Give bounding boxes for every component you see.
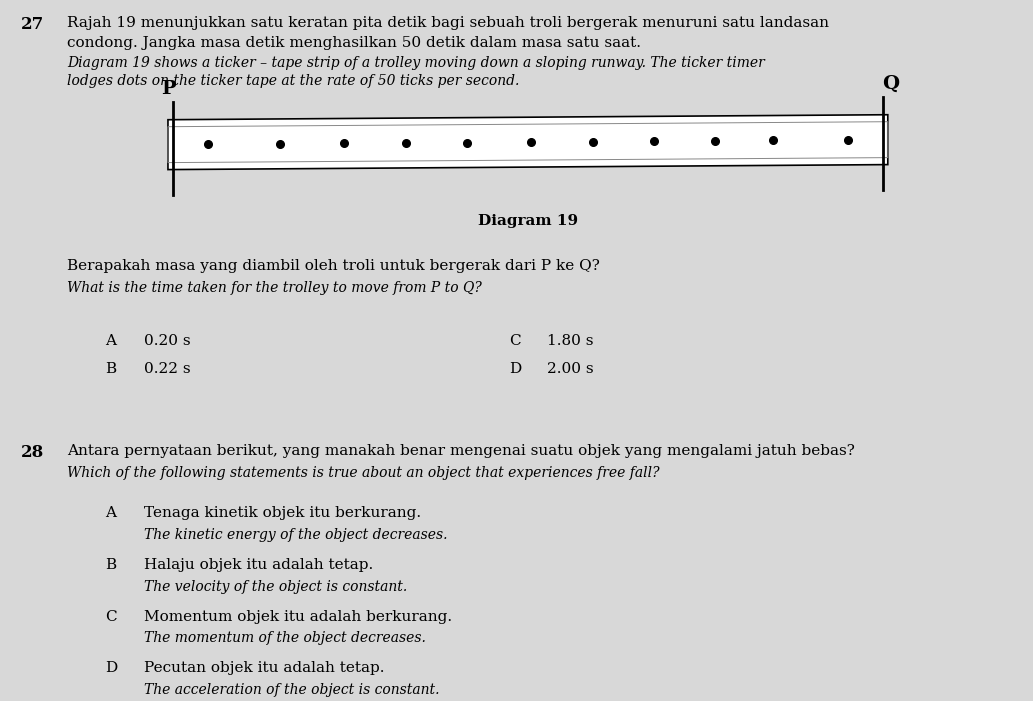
Text: Q: Q: [882, 75, 900, 93]
Polygon shape: [168, 115, 887, 170]
Text: Rajah 19 menunjukkan satu keratan pita detik bagi sebuah troli bergerak menuruni: Rajah 19 menunjukkan satu keratan pita d…: [67, 16, 829, 30]
Text: D: D: [508, 362, 521, 376]
Text: A: A: [105, 334, 117, 348]
Text: 27: 27: [21, 16, 44, 33]
Text: C: C: [105, 610, 117, 623]
Text: Diagram 19 shows a ticker – tape strip of a trolley moving down a sloping runway: Diagram 19 shows a ticker – tape strip o…: [67, 56, 764, 70]
Text: A: A: [105, 506, 117, 519]
Text: Antara pernyataan berikut, yang manakah benar mengenai suatu objek yang mengalam: Antara pernyataan berikut, yang manakah …: [67, 444, 855, 458]
Text: Tenaga kinetik objek itu berkurang.: Tenaga kinetik objek itu berkurang.: [144, 506, 421, 519]
Text: The acceleration of the object is constant.: The acceleration of the object is consta…: [144, 683, 439, 697]
Text: D: D: [105, 662, 118, 675]
Text: 1.80 s: 1.80 s: [547, 334, 594, 348]
Text: The kinetic energy of the object decreases.: The kinetic energy of the object decreas…: [144, 528, 447, 542]
Text: 0.20 s: 0.20 s: [144, 334, 191, 348]
Text: What is the time taken for the trolley to move from P to Q?: What is the time taken for the trolley t…: [67, 281, 482, 295]
Text: Diagram 19: Diagram 19: [478, 215, 577, 229]
Text: 0.22 s: 0.22 s: [144, 362, 191, 376]
Text: condong. Jangka masa detik menghasilkan 50 detik dalam masa satu saat.: condong. Jangka masa detik menghasilkan …: [67, 36, 641, 50]
Text: 2.00 s: 2.00 s: [547, 362, 594, 376]
Text: The velocity of the object is constant.: The velocity of the object is constant.: [144, 580, 407, 594]
Text: Berapakah masa yang diambil oleh troli untuk bergerak dari P ke Q?: Berapakah masa yang diambil oleh troli u…: [67, 259, 600, 273]
Text: 28: 28: [21, 444, 44, 461]
Text: Which of the following statements is true about an object that experiences free : Which of the following statements is tru…: [67, 466, 660, 480]
Text: Pecutan objek itu adalah tetap.: Pecutan objek itu adalah tetap.: [144, 662, 384, 675]
Text: Momentum objek itu adalah berkurang.: Momentum objek itu adalah berkurang.: [144, 610, 452, 623]
Text: Halaju objek itu adalah tetap.: Halaju objek itu adalah tetap.: [144, 558, 373, 571]
Text: P: P: [161, 80, 176, 97]
Text: B: B: [105, 362, 117, 376]
Text: The momentum of the object decreases.: The momentum of the object decreases.: [144, 632, 426, 646]
Text: C: C: [508, 334, 521, 348]
Text: lodges dots on the ticker tape at the rate of 50 ticks per second.: lodges dots on the ticker tape at the ra…: [67, 74, 520, 88]
Text: B: B: [105, 558, 117, 571]
